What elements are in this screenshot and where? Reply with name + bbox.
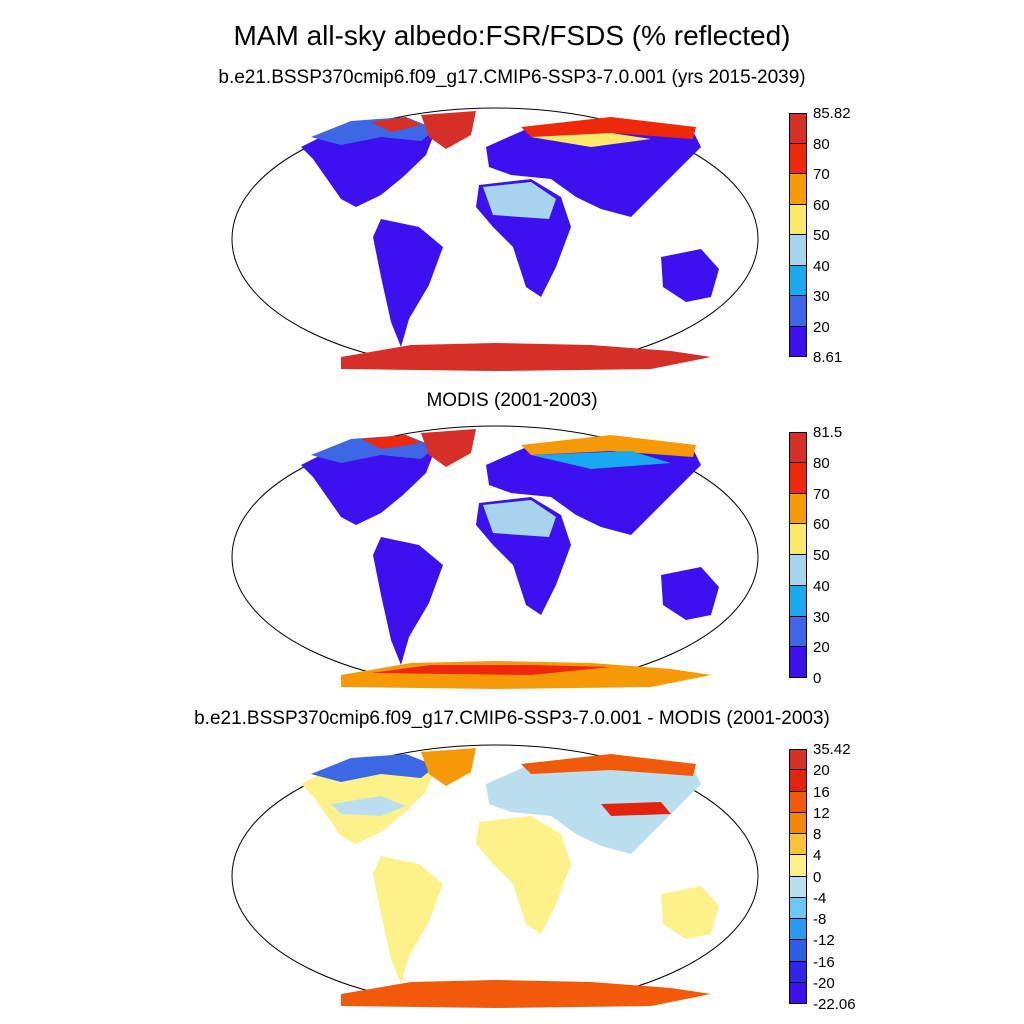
colorbar-label: 16 — [813, 783, 830, 801]
colorbar-segment — [789, 265, 807, 296]
panel-2-title: MODIS (2001-2003) — [426, 390, 598, 411]
colorbar-segment — [789, 235, 807, 266]
colorbar-label: 12 — [813, 804, 830, 822]
colorbar-segment — [789, 616, 807, 648]
colorbar-label: 20 — [813, 639, 830, 657]
colorbar-segment — [789, 555, 807, 586]
colorbar-segment — [789, 919, 807, 941]
antarctica — [341, 343, 711, 371]
colorbar-label: -22.06 — [813, 996, 856, 1013]
colorbar-segment — [789, 493, 807, 525]
colorbar-segment — [789, 113, 807, 144]
colorbar-label: 0 — [813, 868, 822, 886]
panel-3-map — [231, 744, 759, 1008]
colorbar-label: -8 — [813, 911, 827, 928]
colorbar-label: 0 — [813, 670, 822, 687]
colorbar-segment — [789, 585, 807, 617]
colorbar-segment — [789, 326, 807, 357]
colorbar-label: 8.61 — [813, 349, 843, 366]
colorbar-label: 30 — [813, 608, 830, 626]
panel-3-colorbar — [789, 749, 807, 1004]
colorbar-label: 40 — [813, 577, 830, 595]
colorbar-label: -16 — [813, 953, 835, 971]
colorbar-segment — [789, 897, 807, 919]
panel-2-map — [231, 425, 759, 689]
colorbar-label: 20 — [813, 318, 830, 336]
colorbar-segment — [789, 204, 807, 235]
colorbar-label: 70 — [813, 166, 830, 183]
colorbar-label: -4 — [813, 889, 827, 907]
colorbar-label: -20 — [813, 974, 835, 992]
panel-1-colorbar — [789, 113, 807, 357]
panel-2-colorbar — [789, 432, 807, 678]
colorbar-segment — [789, 647, 807, 678]
colorbar-segment — [789, 855, 807, 877]
colorbar-label: 35.42 — [813, 741, 851, 758]
colorbar-label: 50 — [813, 547, 830, 564]
colorbar-label: 40 — [813, 257, 830, 275]
colorbar-label: 80 — [813, 454, 830, 472]
south-america — [373, 219, 443, 347]
panel-3-title: b.e21.BSSP370cmip6.f09_g17.CMIP6-SSP3-7.… — [194, 708, 830, 729]
colorbar-segment — [789, 770, 807, 792]
greenland — [421, 111, 476, 149]
eurasia — [486, 121, 701, 217]
colorbar-label: 8 — [813, 826, 822, 843]
colorbar-label: 30 — [813, 288, 830, 305]
colorbar-segment — [789, 940, 807, 962]
colorbar-segment — [789, 432, 807, 463]
colorbar-segment — [789, 812, 807, 834]
colorbar-segment — [789, 174, 807, 205]
colorbar-label: 4 — [813, 847, 822, 865]
australia — [661, 249, 719, 302]
colorbar-segment — [789, 961, 807, 983]
colorbar-label: 60 — [813, 196, 830, 214]
colorbar-label: 20 — [813, 762, 830, 780]
colorbar-label: 50 — [813, 227, 830, 244]
panel-1-title: b.e21.BSSP370cmip6.f09_g17.CMIP6-SSP3-7.… — [218, 67, 806, 88]
colorbar-segment — [789, 296, 807, 327]
colorbar-segment — [789, 791, 807, 813]
colorbar-segment — [789, 143, 807, 174]
colorbar-label: -12 — [813, 932, 835, 950]
colorbar-label: 85.82 — [813, 105, 851, 122]
colorbar-segment — [789, 462, 807, 494]
colorbar-segment — [789, 982, 807, 1004]
colorbar-label: 81.5 — [813, 424, 843, 441]
colorbar-segment — [789, 749, 807, 771]
colorbar-segment — [789, 524, 807, 555]
colorbar-label: 80 — [813, 135, 830, 153]
colorbar-segment — [789, 876, 807, 898]
colorbar-segment — [789, 834, 807, 856]
colorbar-label: 70 — [813, 485, 830, 503]
panel-1-map — [231, 107, 759, 371]
colorbar-label: 60 — [813, 516, 830, 534]
figure-title: MAM all-sky albedo:FSR/FSDS (% reflected… — [233, 20, 791, 51]
